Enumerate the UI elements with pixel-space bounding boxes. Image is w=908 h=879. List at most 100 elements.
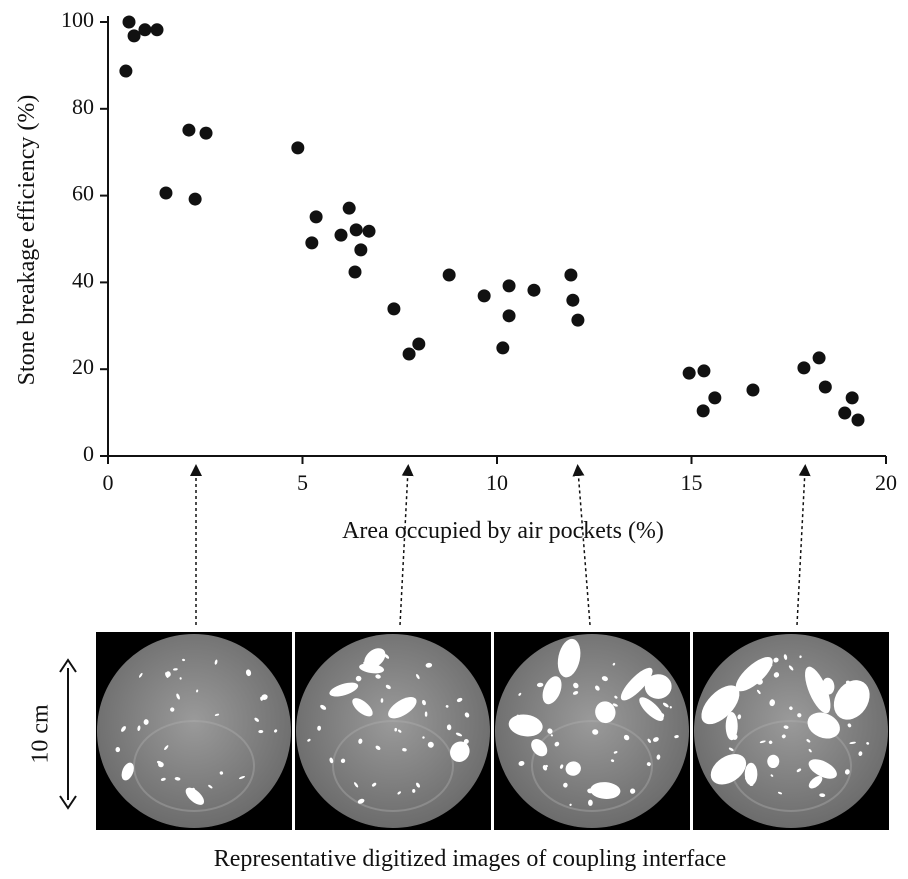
air-pocket <box>317 725 322 731</box>
air-pocket <box>518 692 522 696</box>
data-point <box>342 201 356 215</box>
air-pocket <box>770 774 774 777</box>
data-point <box>354 243 368 257</box>
y-tick-label: 20 <box>72 354 94 379</box>
data-point <box>182 123 196 137</box>
air-pocket <box>375 745 381 751</box>
air-pocket <box>173 668 178 671</box>
air-pocket <box>397 729 402 733</box>
air-pocket <box>164 745 169 751</box>
air-pocket <box>569 803 572 806</box>
data-point <box>150 23 164 37</box>
air-pocket <box>612 662 616 666</box>
data-point <box>127 29 141 43</box>
air-pocket <box>783 725 789 729</box>
air-pocket <box>737 714 742 720</box>
data-point <box>682 366 696 380</box>
air-pocket <box>781 734 786 739</box>
air-pocket <box>796 768 802 773</box>
air-pocket <box>425 662 433 668</box>
air-pocket <box>357 798 365 804</box>
air-pocket <box>160 777 166 781</box>
air-pocket <box>710 754 747 785</box>
data-point <box>309 210 323 224</box>
air-pocket <box>669 706 672 709</box>
air-pocket <box>744 762 758 786</box>
air-pocket <box>595 701 616 724</box>
data-point <box>387 302 401 316</box>
data-point <box>571 313 585 327</box>
y-tick-label: 80 <box>72 94 94 119</box>
data-point <box>851 413 865 427</box>
data-point <box>412 337 426 351</box>
air-pocket <box>563 782 568 788</box>
air-pocket <box>208 784 213 789</box>
air-pocket <box>557 638 581 678</box>
air-pocket <box>808 759 837 779</box>
y-tick-label: 60 <box>72 181 94 206</box>
air-pocket <box>455 732 463 737</box>
air-pocket <box>352 698 373 717</box>
air-pocket <box>182 658 186 662</box>
air-pocket <box>674 735 679 739</box>
air-pocket <box>542 676 562 705</box>
air-pocket <box>701 685 740 725</box>
x-tick-label: 15 <box>681 470 703 495</box>
arrow <box>572 464 591 626</box>
arrow <box>796 464 811 626</box>
air-pocket <box>138 672 143 678</box>
air-pocket <box>176 693 180 700</box>
air-pocket <box>725 711 738 741</box>
air-pocket <box>773 672 780 678</box>
x-tick-label: 0 <box>103 470 114 495</box>
air-pocket <box>849 741 856 744</box>
air-pocket <box>185 787 205 805</box>
air-pocket <box>354 782 359 788</box>
air-pocket <box>214 713 220 716</box>
air-pocket <box>375 674 381 679</box>
air-pocket <box>833 680 870 720</box>
air-pocket <box>805 666 831 714</box>
air-pocket <box>121 726 126 732</box>
air-pocket <box>416 782 421 788</box>
air-pocket <box>783 654 788 660</box>
data-point <box>797 361 811 375</box>
y-tick-label: 40 <box>72 267 94 292</box>
air-pocket <box>639 697 664 721</box>
air-pocket <box>359 663 385 674</box>
disc-ring <box>133 720 255 812</box>
air-pocket <box>179 677 182 680</box>
data-point <box>349 223 363 237</box>
air-pocket <box>536 682 544 688</box>
air-pocket <box>329 757 334 764</box>
image-panels <box>96 632 889 830</box>
air-pocket <box>620 667 653 701</box>
air-pocket <box>629 788 636 794</box>
air-pocket <box>274 729 278 733</box>
air-pocket <box>547 728 553 734</box>
air-pocket <box>214 659 218 665</box>
air-pocket <box>143 719 149 725</box>
x-tick-label: 5 <box>297 470 308 495</box>
data-point <box>812 351 826 365</box>
disc-ring <box>531 720 653 812</box>
air-pocket <box>219 771 224 775</box>
scale-heads <box>59 658 77 810</box>
air-pocket <box>384 654 390 659</box>
air-pocket <box>371 782 377 787</box>
data-point <box>845 391 859 405</box>
air-pocket <box>662 702 669 708</box>
air-pocket <box>238 776 246 780</box>
data-point <box>119 64 133 78</box>
air-pocket <box>427 741 434 748</box>
data-point <box>442 268 456 282</box>
y-tick-label: 0 <box>83 441 94 466</box>
data-point <box>502 279 516 293</box>
air-pocket <box>464 712 470 718</box>
data-point <box>348 265 362 279</box>
air-pocket <box>424 711 428 717</box>
air-pocket <box>245 669 252 677</box>
data-point <box>746 383 760 397</box>
y-axis-label: Stone breakage efficiency (%) <box>14 95 40 386</box>
air-pocket <box>565 761 581 776</box>
